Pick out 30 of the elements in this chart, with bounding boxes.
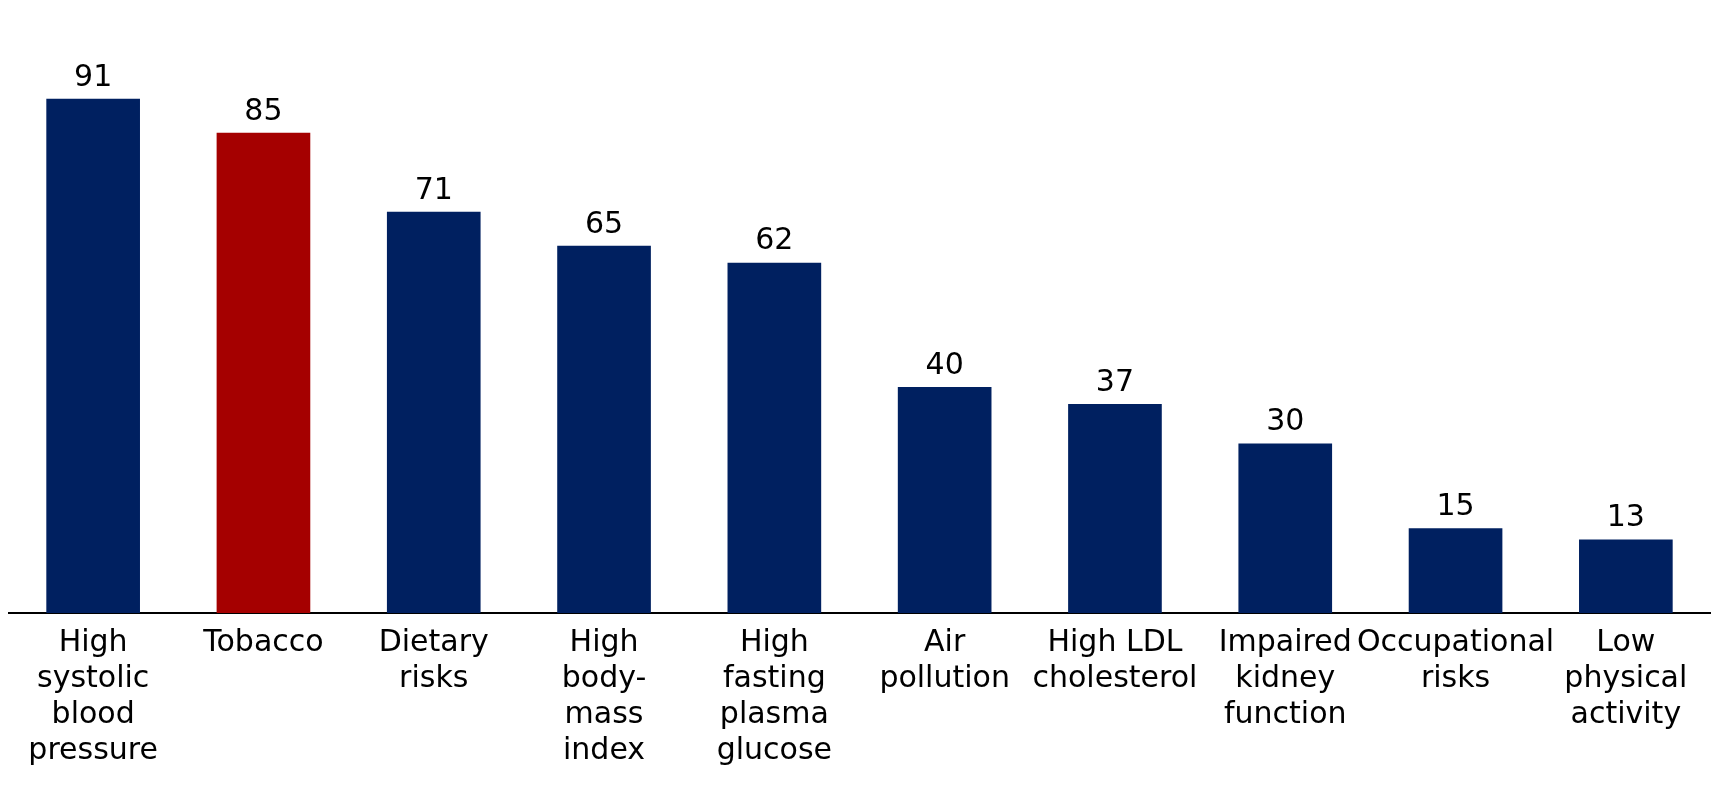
- bar: [1068, 403, 1162, 613]
- data-label: 91: [74, 57, 113, 93]
- data-label: 13: [1606, 498, 1645, 534]
- x-tick-label: Low physical activity: [1564, 622, 1688, 730]
- x-tick-label: Occupational risks: [1356, 622, 1555, 694]
- bar: [46, 98, 140, 613]
- bar: [216, 132, 311, 613]
- x-tick-label: High fasting plasma glucose: [716, 622, 833, 766]
- bar: [1238, 443, 1333, 613]
- x-tick-label: High systolic blood pressure: [28, 622, 158, 766]
- data-label: 85: [244, 91, 283, 127]
- x-tick-label: High LDL cholesterol: [1032, 622, 1198, 694]
- data-label: 15: [1436, 487, 1475, 523]
- data-label: 30: [1266, 402, 1305, 438]
- x-tick-label: Impaired kidney function: [1218, 622, 1352, 730]
- bar: [897, 387, 992, 613]
- data-label: 65: [584, 204, 624, 240]
- bar: [1579, 539, 1673, 613]
- x-tick-label: High body-mass index: [561, 622, 647, 766]
- bar: [557, 245, 651, 613]
- x-tick-label: Air pollution: [879, 622, 1010, 694]
- data-label: 62: [755, 221, 794, 257]
- bar: [1408, 528, 1503, 613]
- data-label: 40: [925, 345, 964, 381]
- data-label: 71: [414, 170, 453, 206]
- bar: [727, 262, 822, 613]
- bar: [386, 211, 481, 613]
- x-tick-label: Dietary risks: [378, 622, 489, 694]
- x-tick-label: Tobacco: [202, 622, 324, 658]
- data-label: 37: [1095, 362, 1135, 398]
